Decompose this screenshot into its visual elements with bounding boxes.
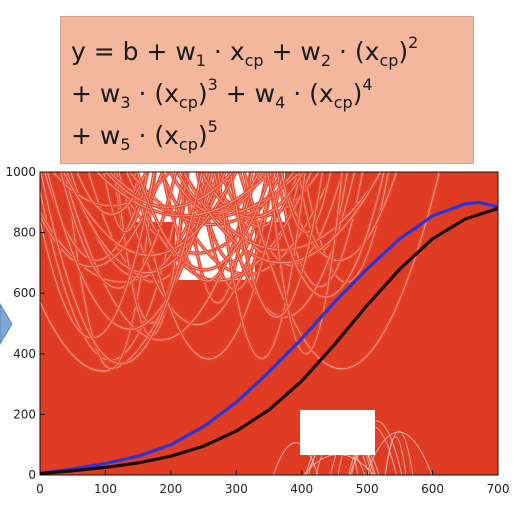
y-tick-label: 400 — [13, 347, 36, 361]
formula-text: · (x — [331, 37, 379, 66]
formula-subscript: cp — [179, 135, 198, 154]
formula-text: ) — [353, 79, 363, 108]
formula-text: · x — [206, 37, 245, 66]
formula-text: + w — [71, 79, 120, 108]
x-tick-label: 700 — [487, 482, 510, 496]
formula-box: y = b + w1 · xcp + w2 · (xcp)2 + w3 · (x… — [60, 16, 474, 164]
formula-superscript: 3 — [208, 75, 218, 94]
formula-text: ) — [198, 121, 208, 150]
x-tick-label: 0 — [36, 482, 44, 496]
formula-subscript: 3 — [120, 93, 130, 112]
formula-text: · (x — [131, 79, 179, 108]
formula-line-1: y = b + w1 · xcp + w2 · (xcp)2 — [71, 31, 473, 73]
y-tick-label: 1000 — [5, 165, 36, 179]
y-tick-label: 800 — [13, 226, 36, 240]
y-tick-label: 0 — [28, 468, 36, 482]
x-tick-label: 300 — [225, 482, 248, 496]
formula-text: ) — [398, 37, 408, 66]
x-tick-label: 200 — [159, 482, 182, 496]
formula-text: = b + w — [86, 37, 196, 66]
formula-line-2: + w3 · (xcp)3 + w4 · (xcp)4 — [71, 73, 473, 115]
formula-superscript: 4 — [362, 75, 372, 94]
formula-text: y — [71, 37, 86, 66]
formula-text: + w — [264, 37, 321, 66]
formula-subscript: 1 — [196, 51, 206, 70]
chart: 0 100 200 300 400 500 600 700 0 200 400 600 800 1000 — [0, 160, 515, 510]
x-tick-label: 400 — [290, 482, 313, 496]
y-tick-label: 200 — [13, 407, 36, 421]
formula-text: · (x — [285, 79, 333, 108]
formula-subscript: 5 — [120, 135, 130, 154]
formula-subscript: cp — [379, 51, 398, 70]
formula-subscript: cp — [245, 51, 264, 70]
formula-subscript: cp — [334, 93, 353, 112]
y-tick-label: 600 — [13, 286, 36, 300]
x-tick-label: 500 — [356, 482, 379, 496]
formula-superscript: 5 — [208, 117, 218, 136]
formula-text: ) — [198, 79, 208, 108]
formula-text: · (x — [131, 121, 179, 150]
x-tick-label: 600 — [421, 482, 444, 496]
formula-text: + w — [71, 121, 120, 150]
formula-text: + w — [218, 79, 275, 108]
formula-subscript: 4 — [275, 93, 285, 112]
formula-line-3: + w5 · (xcp)5 — [71, 115, 473, 157]
formula-subscript: cp — [179, 93, 198, 112]
x-tick-label: 100 — [94, 482, 117, 496]
formula-subscript: 2 — [321, 51, 331, 70]
formula-superscript: 2 — [408, 33, 418, 52]
